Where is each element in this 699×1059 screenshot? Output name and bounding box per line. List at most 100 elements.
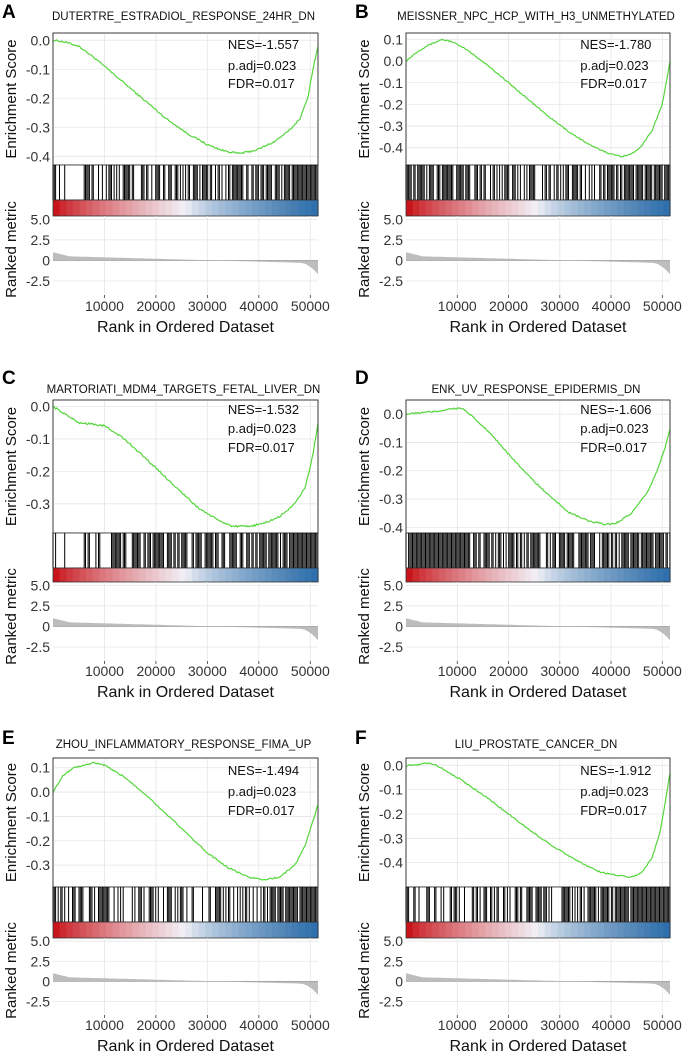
panel-letter: F xyxy=(355,728,367,749)
es-tick-label: -0.1 xyxy=(379,782,403,798)
heat-cell xyxy=(637,200,645,216)
x-tick-label: 30000 xyxy=(540,298,579,314)
heat-cell xyxy=(656,568,664,582)
es-tick-label: 0.0 xyxy=(384,406,404,422)
heat-cell xyxy=(59,200,67,216)
heat-cell xyxy=(643,922,651,938)
heat-cell xyxy=(524,922,532,938)
heat-cell xyxy=(419,568,427,582)
es-tick-label: -0.2 xyxy=(379,96,403,112)
heat-cell xyxy=(258,200,266,216)
heat-cell xyxy=(271,922,279,938)
heat-cell xyxy=(498,568,506,582)
heat-cell xyxy=(478,568,486,582)
heat-cell xyxy=(432,200,440,216)
heat-cell xyxy=(637,922,645,938)
heat-cell xyxy=(145,922,153,938)
heat-cell xyxy=(225,568,233,582)
rm-tick-label: 0 xyxy=(42,973,50,989)
heat-cell xyxy=(590,568,598,582)
heat-cell xyxy=(145,568,153,582)
heat-cell xyxy=(311,568,319,582)
panel-letter: B xyxy=(355,2,369,23)
heat-cell xyxy=(406,922,414,938)
heat-cell xyxy=(119,568,127,582)
heat-cell xyxy=(439,568,447,582)
heat-cell xyxy=(445,568,453,582)
es-tick-label: 0.0 xyxy=(384,53,404,69)
ranked-metric-area xyxy=(53,618,318,641)
heat-cell xyxy=(212,200,220,216)
stat-fdr: FDR=0.017 xyxy=(580,803,647,818)
heat-cell xyxy=(491,200,499,216)
heat-cell xyxy=(304,922,312,938)
heat-cell xyxy=(185,568,193,582)
stat-fdr: FDR=0.017 xyxy=(228,76,295,91)
heat-cell xyxy=(531,922,539,938)
x-axis-label: Rank in Ordered Dataset xyxy=(97,684,275,701)
rm-tick-label: 0 xyxy=(395,618,403,634)
heat-cell xyxy=(278,568,286,582)
es-tick-label: 0.1 xyxy=(384,31,404,47)
heat-cell xyxy=(165,200,173,216)
heat-cell xyxy=(604,200,612,216)
rm-tick-label: 5.0 xyxy=(384,211,404,227)
heat-cell xyxy=(92,922,100,938)
x-tick-label: 50000 xyxy=(643,1017,682,1033)
heat-cell xyxy=(505,200,513,216)
es-tick-label: -0.1 xyxy=(379,434,403,450)
heat-cell xyxy=(205,568,213,582)
heat-cell xyxy=(584,568,592,582)
es-plot-area xyxy=(405,399,671,534)
heat-cell xyxy=(159,200,167,216)
ranked-metric-area xyxy=(53,252,318,275)
heat-cell xyxy=(152,922,160,938)
heat-cell xyxy=(650,922,658,938)
heat-cell xyxy=(212,568,220,582)
heat-cell xyxy=(198,922,206,938)
heat-cell xyxy=(557,200,565,216)
es-tick-label: -0.1 xyxy=(379,75,403,91)
stat-nes: NES=-1.532 xyxy=(228,402,299,417)
heat-cell xyxy=(439,922,447,938)
heat-cell xyxy=(258,922,266,938)
stat-padj: p.adj=0.023 xyxy=(228,58,296,73)
heat-cell xyxy=(505,568,513,582)
heat-cell xyxy=(298,922,306,938)
heat-frame xyxy=(52,921,319,939)
heat-cell xyxy=(551,922,559,938)
heat-cell xyxy=(610,568,618,582)
heat-cell xyxy=(597,200,605,216)
es-tick-label: -0.2 xyxy=(379,806,403,822)
rm-tick-label: 5.0 xyxy=(31,577,51,593)
heat-cell xyxy=(425,200,433,216)
rm-tick-label: 2.5 xyxy=(31,232,51,248)
heat-cell xyxy=(112,200,120,216)
heat-cell xyxy=(205,922,213,938)
es-curve xyxy=(405,407,671,526)
rm-axis-label: Ranked metric xyxy=(356,201,373,298)
heat-cell xyxy=(198,200,206,216)
rm-tick-label: 5.0 xyxy=(384,577,404,593)
heat-cell xyxy=(465,568,473,582)
heat-cell xyxy=(79,568,87,582)
x-tick-label: 20000 xyxy=(136,663,175,679)
x-tick-label: 40000 xyxy=(239,298,278,314)
heat-cell xyxy=(452,568,460,582)
heat-cell xyxy=(524,568,532,582)
rm-tick-label: 0 xyxy=(395,252,403,268)
heat-cell xyxy=(53,922,61,938)
heat-frame xyxy=(405,199,671,217)
heat-cell xyxy=(152,568,160,582)
heat-cell xyxy=(231,922,240,938)
es-tick-label: -0.3 xyxy=(379,830,403,846)
heat-cell xyxy=(218,922,226,938)
rm-tick-label: -2.5 xyxy=(26,993,50,1009)
heat-cell xyxy=(125,922,134,938)
rm-axis-label: Ranked metric xyxy=(3,922,20,1019)
heat-cell xyxy=(485,922,493,938)
x-tick-label: 30000 xyxy=(540,663,579,679)
panel-letter: D xyxy=(355,368,369,389)
stat-padj: p.adj=0.023 xyxy=(228,421,296,436)
heat-cell xyxy=(538,922,546,938)
